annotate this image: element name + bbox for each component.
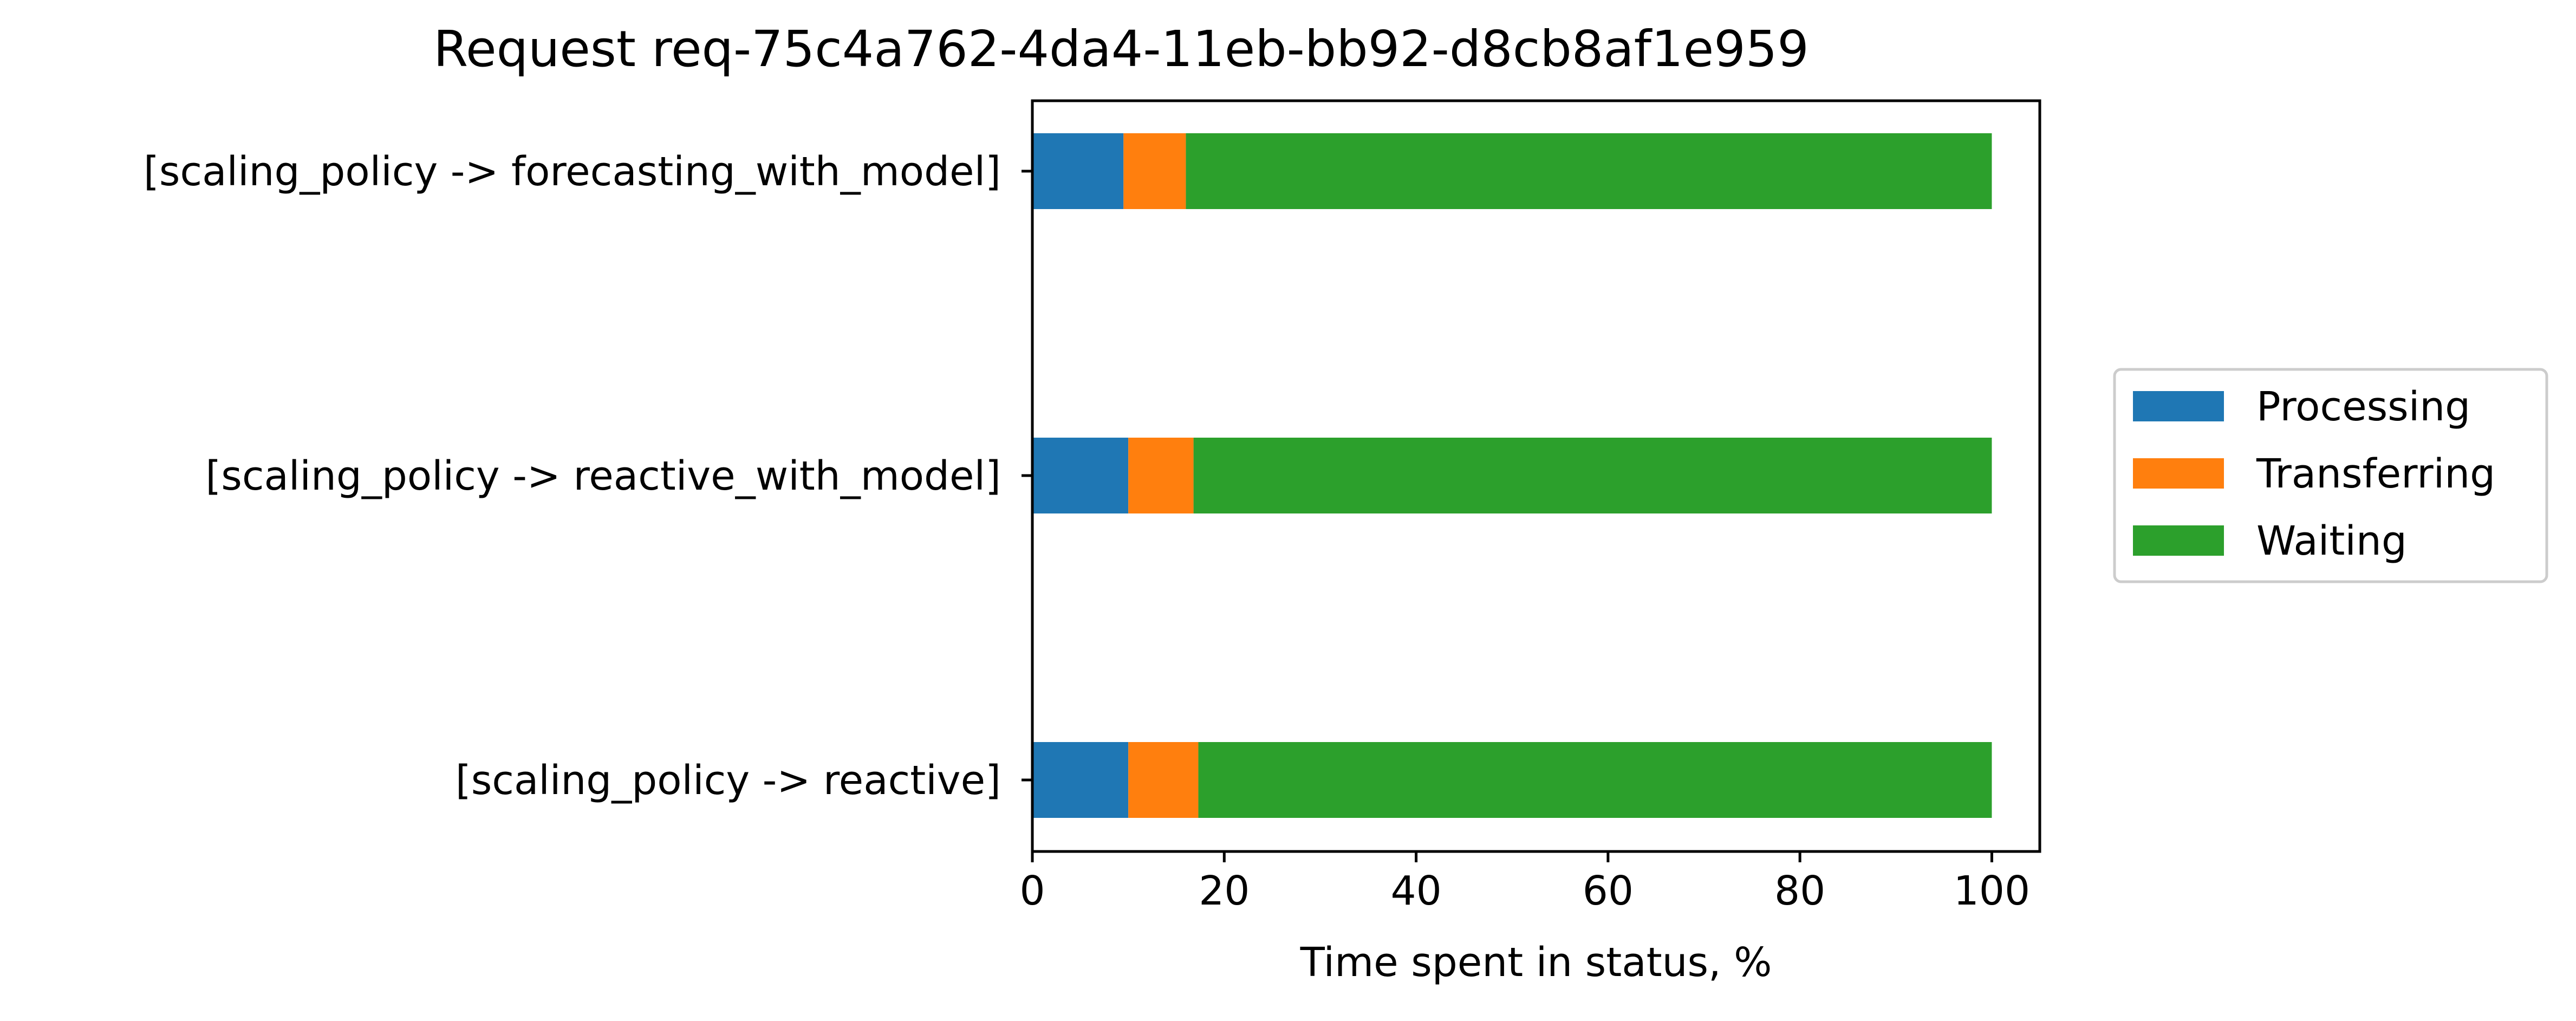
bar-transferring-3 [1128, 742, 1199, 818]
bar-waiting-2 [1193, 438, 1992, 513]
bar-processing-1 [1032, 133, 1124, 209]
legend-swatch-transferring [2133, 458, 2224, 489]
x-tick-label: 60 [1583, 868, 1634, 914]
legend-label-waiting: Waiting [2256, 518, 2407, 564]
y-axis: [scaling_policy -> forecasting_with_mode… [144, 148, 1032, 804]
legend: Processing Transferring Waiting [2113, 368, 2548, 583]
chart-title: Request req-75c4a762-4da4-11eb-bb92-d8cb… [433, 20, 1809, 78]
y-tick-label: [scaling_policy -> reactive_with_model] [205, 453, 1001, 499]
legend-swatch-waiting [2133, 525, 2224, 556]
bar-waiting-3 [1198, 742, 1992, 818]
legend-swatch-processing [2133, 391, 2224, 421]
x-axis-label: Time spent in status, % [1300, 939, 1772, 986]
y-tick-label: [scaling_policy -> forecasting_with_mode… [144, 148, 1001, 195]
bar-waiting-1 [1186, 133, 1992, 209]
legend-label-processing: Processing [2256, 383, 2470, 430]
y-tick-label: [scaling_policy -> reactive] [456, 757, 1001, 804]
bar-transferring-1 [1123, 133, 1186, 209]
x-tick-label: 0 [1019, 868, 1045, 914]
bars-layer [1032, 133, 1992, 818]
x-tick-label: 80 [1774, 868, 1825, 914]
bar-processing-2 [1032, 438, 1129, 513]
bar-processing-3 [1032, 742, 1129, 818]
x-axis: 0 20 40 60 80 100 [1019, 851, 2030, 914]
x-tick-label: 40 [1390, 868, 1441, 914]
bar-transferring-2 [1128, 438, 1194, 513]
x-tick-label: 20 [1199, 868, 1250, 914]
legend-label-transferring: Transferring [2256, 451, 2495, 497]
x-tick-label: 100 [1954, 868, 2030, 914]
